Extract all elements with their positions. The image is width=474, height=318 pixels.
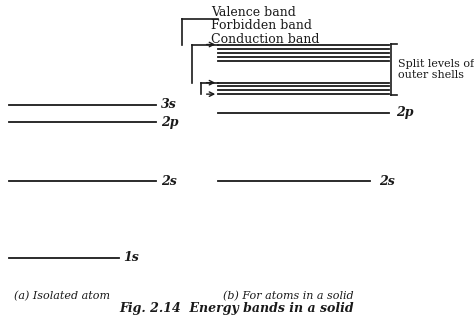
Text: 1s: 1s bbox=[123, 251, 139, 264]
Text: 2p: 2p bbox=[161, 116, 179, 129]
Text: (a) Isolated atom: (a) Isolated atom bbox=[14, 291, 110, 301]
Text: Forbidden band: Forbidden band bbox=[211, 19, 312, 32]
Text: (b) For atoms in a solid: (b) For atoms in a solid bbox=[223, 291, 354, 301]
Text: 3s: 3s bbox=[161, 99, 177, 111]
Text: 2p: 2p bbox=[396, 107, 413, 119]
Text: Valence band: Valence band bbox=[211, 6, 296, 19]
Text: Conduction band: Conduction band bbox=[211, 33, 319, 46]
Text: 2s: 2s bbox=[379, 175, 395, 188]
Text: Split levels of
outer shells: Split levels of outer shells bbox=[398, 59, 474, 80]
Text: 2s: 2s bbox=[161, 175, 177, 188]
Text: Fig. 2.14  Energy bands in a solid: Fig. 2.14 Energy bands in a solid bbox=[120, 302, 354, 315]
